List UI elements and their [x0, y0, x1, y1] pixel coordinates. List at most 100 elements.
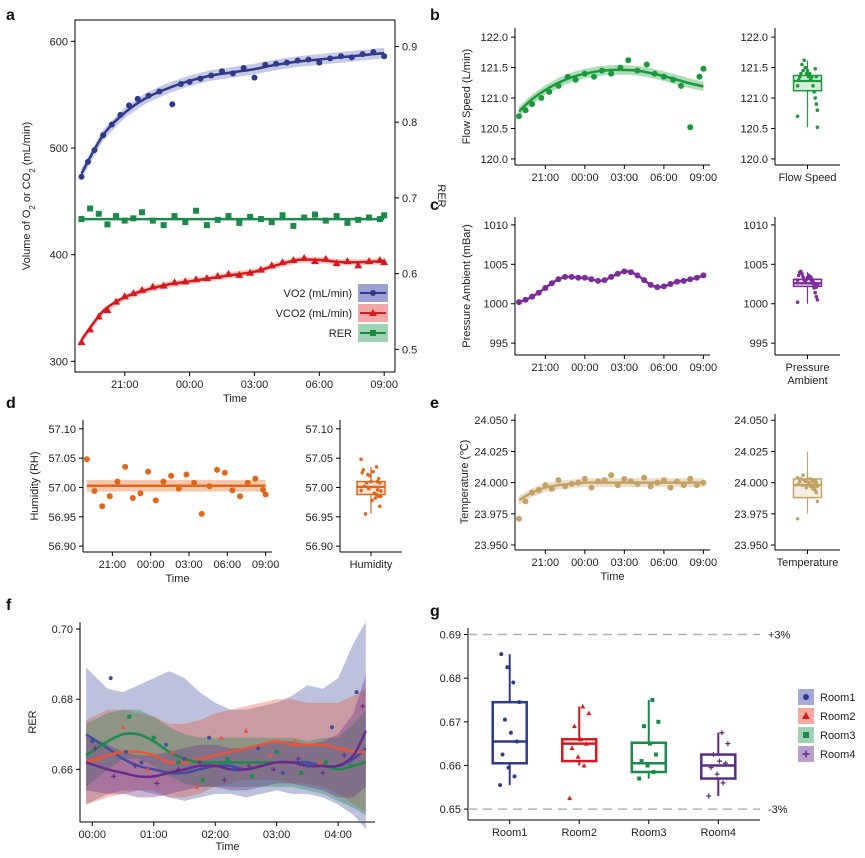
- e-box-point: [815, 484, 820, 489]
- e-point: [621, 475, 628, 482]
- f-line-room4: [85, 730, 367, 779]
- b-box-category-label: Flow Speed: [778, 172, 836, 184]
- e-point: [687, 475, 694, 482]
- c-point: [522, 296, 529, 303]
- g-legend-label: Room2: [820, 711, 855, 723]
- f-point-room1: [124, 749, 129, 754]
- g-point-room2: [581, 762, 587, 768]
- g-point-room2: [575, 754, 581, 759]
- d-point: [237, 493, 244, 500]
- c-box-point: [796, 273, 801, 278]
- f-point-room1: [207, 735, 212, 740]
- c-point: [680, 277, 687, 284]
- g-legend-key-marker: [803, 732, 809, 738]
- d-box-point: [359, 457, 363, 462]
- a-vco2-point: [129, 289, 138, 297]
- a-vco2-point: [332, 259, 341, 267]
- d-point: [99, 503, 106, 510]
- a-y2-tick-label: 0.9: [402, 41, 417, 53]
- g-point-room1: [505, 665, 510, 670]
- c-box-point: [814, 294, 819, 299]
- g-point-room3: [653, 752, 658, 757]
- a-vo2-point: [156, 88, 163, 95]
- a-vo2-point: [134, 95, 141, 102]
- g-point-room4: [722, 760, 728, 766]
- b-point: [522, 107, 529, 114]
- b-box-point: [815, 125, 820, 130]
- g-point-room3: [651, 770, 656, 774]
- a-vco2-point: [343, 257, 352, 265]
- g-point-room4: [708, 765, 714, 771]
- b-y-tick-label: 122.0: [480, 32, 508, 44]
- g-point-room1: [498, 783, 503, 788]
- g-point-room2: [569, 745, 575, 750]
- b-y-tick-label: 121.0: [480, 93, 508, 105]
- b-box-point: [814, 102, 819, 106]
- c-x-tick-label: 00:00: [571, 362, 599, 374]
- a-rer-point: [171, 213, 178, 220]
- a-rer-point: [130, 215, 137, 222]
- a-x-tick-label: 21:00: [111, 379, 139, 391]
- f-y-tick-label: 0.66: [52, 764, 73, 776]
- a-rer-point: [301, 214, 308, 221]
- e-box-point: [809, 477, 813, 481]
- d-point: [198, 510, 205, 517]
- b-point: [529, 101, 536, 108]
- b-x-tick-label: 21:00: [532, 172, 560, 184]
- d-box-point: [362, 484, 367, 489]
- c-x-tick-label: 09:00: [690, 362, 718, 374]
- panel-letter-d: d: [6, 395, 16, 412]
- f-point-room2: [145, 766, 151, 772]
- d-box-point: [361, 468, 366, 472]
- b-y-tick-label: 120.0: [480, 154, 508, 166]
- d-point: [221, 469, 228, 476]
- a-rer-point: [149, 217, 156, 224]
- c-y-tick-label: 1005: [484, 259, 508, 271]
- a-vco2-point: [213, 272, 222, 279]
- b-point: [660, 73, 667, 80]
- a-vco2-point: [354, 261, 363, 269]
- a-x-tick-label: 00:00: [176, 379, 204, 391]
- f-x-tick-label: 00:00: [79, 829, 107, 841]
- g-point-room3: [641, 724, 646, 729]
- c-x-tick-label: 03:00: [611, 362, 639, 374]
- a-rer-point: [366, 214, 373, 221]
- d-box-point: [364, 480, 369, 485]
- b-point: [572, 76, 579, 83]
- e-point: [667, 484, 674, 491]
- e-point: [548, 485, 555, 492]
- a-vco2-point: [86, 325, 95, 333]
- b-y-axis-label: Flow Speed (L/min): [461, 49, 473, 144]
- a-y2-tick-label: 0.7: [402, 193, 417, 205]
- a-rer-point: [376, 216, 383, 223]
- b-point: [581, 70, 588, 77]
- g-point-room3: [647, 741, 652, 746]
- g-y-tick-label: 0.68: [440, 673, 461, 685]
- e-point: [614, 482, 621, 489]
- a-vo2-point: [370, 49, 377, 55]
- g-legend-key-marker: [803, 694, 809, 700]
- a-rer-point: [290, 222, 297, 229]
- c-point: [535, 289, 542, 296]
- b-y-tick-label: 121.5: [480, 63, 508, 75]
- g-legend-label: Room3: [820, 730, 855, 742]
- e-box-point: [804, 485, 809, 490]
- d-y-tick-label: 57.00: [48, 482, 76, 494]
- f-point-room4: [111, 773, 117, 779]
- d-box-point: [370, 498, 374, 503]
- b-box-y-tick-label: 122.0: [740, 32, 768, 44]
- f-point-room1: [164, 742, 169, 747]
- b-point: [546, 88, 553, 95]
- c-box-point: [802, 278, 806, 282]
- a-vo2-point: [100, 132, 107, 139]
- e-point: [634, 480, 641, 487]
- b-point: [598, 67, 605, 74]
- d-y-tick-label: 56.90: [48, 541, 76, 553]
- f-point-room2: [120, 724, 126, 730]
- g-point-room2: [567, 795, 573, 801]
- c-point: [627, 269, 634, 276]
- g-point-room1: [506, 765, 511, 770]
- c-box-y-tick-label: 1010: [744, 220, 768, 232]
- a-vo2-point: [359, 51, 366, 58]
- e-point: [588, 484, 595, 491]
